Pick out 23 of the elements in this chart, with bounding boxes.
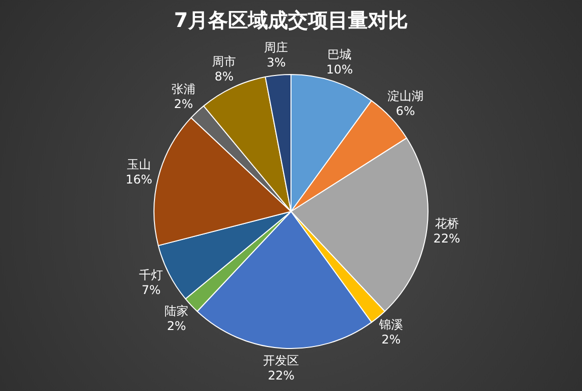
slice-label: 千灯	[139, 268, 164, 282]
data-label: 2%	[167, 319, 186, 334]
slice-label: 锦溪	[378, 318, 404, 332]
slice-label: 玉山	[126, 158, 151, 172]
slice-label: 周庄	[264, 40, 288, 54]
slice-label: 巴城	[328, 47, 352, 62]
data-label: 7%	[142, 282, 161, 297]
data-label: 2%	[174, 97, 194, 112]
data-label: 22%	[433, 231, 460, 246]
data-label: 16%	[126, 172, 152, 187]
data-label: 10%	[326, 62, 353, 76]
data-label: 6%	[396, 104, 415, 118]
data-label: 3%	[266, 55, 286, 70]
slice-label: 陆家	[164, 304, 189, 318]
slice-label: 淀山湖	[387, 89, 424, 104]
data-label: 2%	[382, 332, 401, 347]
data-label: 22%	[268, 368, 294, 382]
slice-label: 开发区	[263, 353, 300, 368]
slice-label: 花桥	[434, 216, 459, 230]
slice-label: 周市	[212, 54, 236, 69]
chart-title: 7月各区域成交项目量对比	[174, 8, 408, 32]
slice-label: 张浦	[172, 82, 196, 96]
data-label: 8%	[214, 70, 234, 84]
